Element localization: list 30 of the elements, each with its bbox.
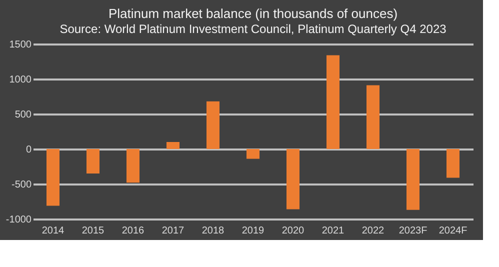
bar bbox=[166, 142, 180, 149]
bar bbox=[446, 149, 460, 178]
x-tick-label: 2014 bbox=[42, 226, 65, 236]
x-tick-label: 2023F bbox=[398, 226, 428, 236]
y-tick-label: 500 bbox=[14, 110, 32, 120]
bar bbox=[366, 85, 380, 149]
y-tick-label: 0 bbox=[26, 144, 32, 156]
x-tick-label: 2018 bbox=[202, 226, 225, 236]
chart-title: Platinum market balance (in thousands of ounces) bbox=[108, 6, 398, 21]
y-tick-label: 1500 bbox=[9, 40, 32, 50]
x-tick-label: 2016 bbox=[122, 226, 145, 236]
x-tick-label: 2022 bbox=[362, 226, 385, 236]
bar bbox=[46, 149, 60, 206]
y-tick-label: -500 bbox=[11, 180, 32, 190]
x-tick-label: 2020 bbox=[282, 226, 305, 236]
x-tick-label: 2024F bbox=[438, 226, 468, 236]
bar bbox=[246, 149, 260, 159]
y-tick-label: -1000 bbox=[6, 214, 32, 226]
y-tick-label: 1000 bbox=[9, 74, 32, 86]
bar bbox=[406, 149, 420, 210]
bar bbox=[86, 149, 100, 174]
chart-subtitle: Source: World Platinum Investment Council, Platinum Quarterly Q4 2023 bbox=[60, 22, 447, 36]
bar bbox=[126, 149, 140, 183]
bar bbox=[286, 149, 300, 210]
x-tick-label: 2019 bbox=[242, 226, 265, 236]
x-tick-label: 2015 bbox=[82, 226, 105, 236]
bar bbox=[206, 101, 220, 149]
bar bbox=[326, 55, 340, 149]
x-tick-label: 2021 bbox=[322, 226, 345, 236]
x-tick-label: 2017 bbox=[162, 226, 185, 236]
